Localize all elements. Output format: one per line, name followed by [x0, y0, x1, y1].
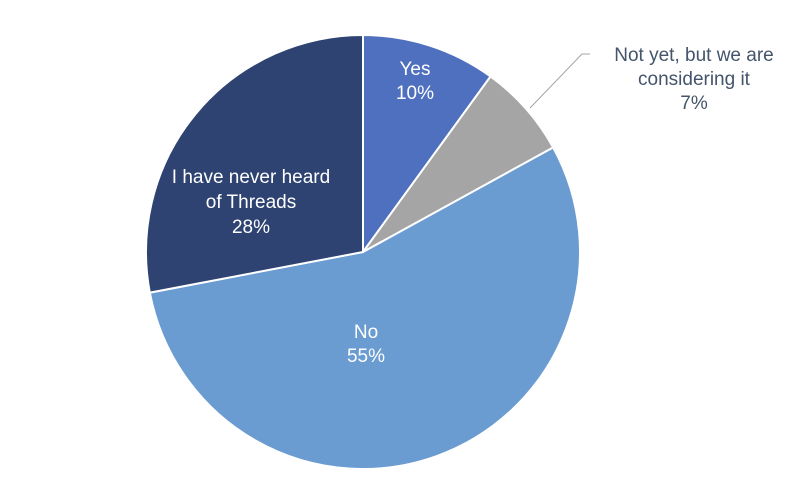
- slice-category-label-2: No: [354, 322, 378, 343]
- slice-percent-label-2: 55%: [347, 346, 385, 367]
- slice-category-label-3: I have never heard: [172, 167, 330, 188]
- slice-category-label-1: Not yet, but we are: [614, 45, 773, 66]
- slice-percent-label-1: 7%: [680, 93, 708, 114]
- leader-line-1: [529, 53, 590, 109]
- leader-lines: [529, 53, 590, 109]
- pie-slices: [145, 33, 581, 470]
- slice-category-label-3: of Threads: [206, 192, 296, 213]
- slice-percent-label-3: 28%: [232, 217, 270, 238]
- pie-slice-0: [362, 33, 492, 256]
- pie-slice-3: [145, 33, 364, 294]
- pie-slice-2: [148, 146, 581, 470]
- slice-labels: Yes 10% Not yet, but we are considering it 7…: [172, 45, 774, 367]
- slice-category-label-1: considering it: [638, 69, 751, 90]
- slice-percent-label-0: 10%: [396, 83, 434, 104]
- slice-category-label-0: Yes: [400, 59, 431, 80]
